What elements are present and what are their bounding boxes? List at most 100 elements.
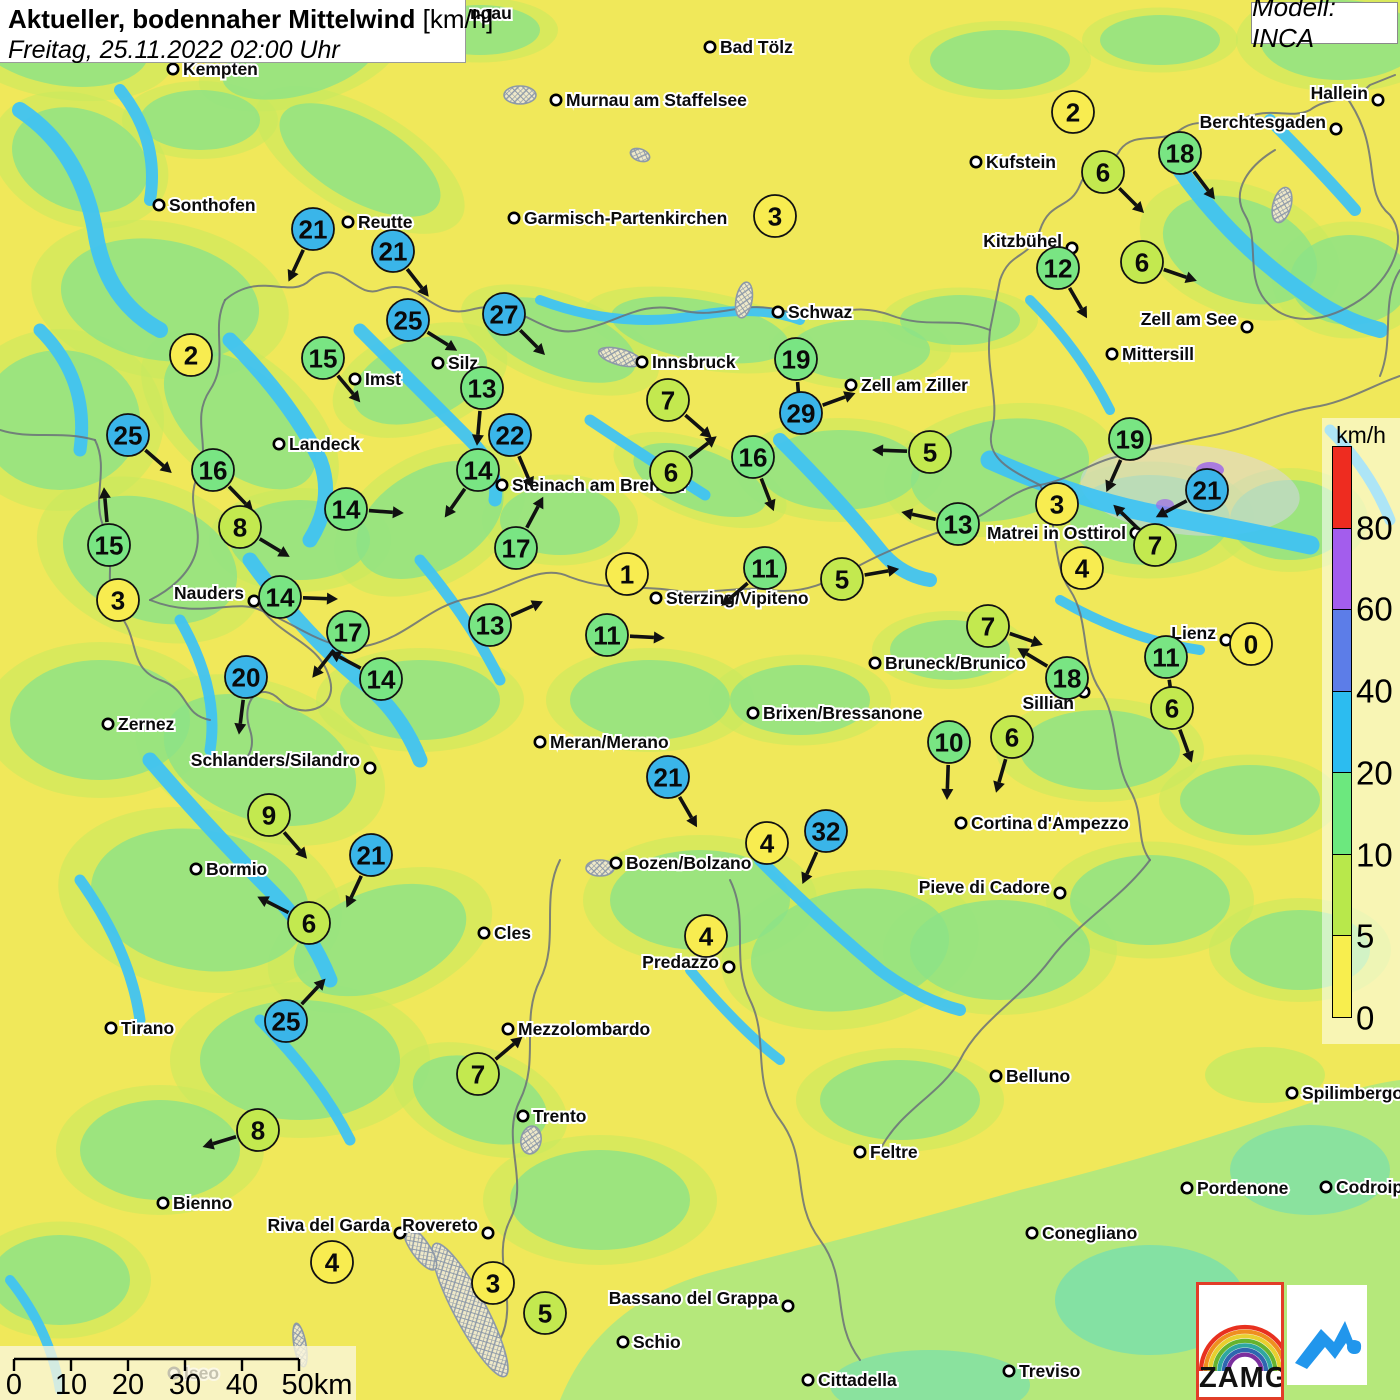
wind-arrow-head (1113, 504, 1126, 517)
city-dot (853, 1145, 867, 1159)
wind-speed-value: 5 (835, 564, 849, 594)
legend-tick-label: 60 (1356, 590, 1393, 628)
wind-speed-value: 6 (1096, 157, 1110, 187)
city-marker: Lienz (1169, 621, 1233, 647)
wind-direction-arrow (945, 764, 950, 790)
wind-arrow-head (345, 895, 357, 908)
wind-speed-value: 7 (661, 385, 675, 415)
wind-arrow-head (326, 592, 338, 605)
city-marker: Meran/Merano (533, 730, 671, 754)
wind-arrow-head (159, 461, 172, 474)
wind-speed-value: 27 (490, 299, 519, 329)
city-marker: Zell am See (1139, 307, 1254, 334)
city-marker: Bormio (189, 857, 269, 881)
city-dot (844, 378, 858, 392)
wind-speed-circle (106, 413, 150, 457)
city-marker: Treviso (1002, 1359, 1082, 1383)
wind-speed-circle (386, 298, 430, 342)
city-dot (1002, 1364, 1016, 1378)
wind-speed-circle (258, 575, 302, 619)
wind-speed-circle (1158, 131, 1202, 175)
legend-segment (1333, 854, 1351, 937)
wind-arrow-head (202, 1138, 215, 1150)
legend-segment (1333, 936, 1351, 1018)
wind-speed-circle (646, 378, 690, 422)
wind-direction-arrow (227, 485, 247, 506)
wind-station: 20 (224, 655, 268, 735)
wind-station: 4 (684, 914, 728, 958)
wind-speed-circle (1051, 90, 1095, 134)
wind-direction-arrow (338, 655, 362, 670)
city-dot (801, 1373, 815, 1387)
wind-speed-value: 25 (272, 1006, 301, 1036)
wind-direction-arrow (302, 596, 328, 601)
wind-station: 9 (247, 793, 308, 859)
wind-direction-arrow (258, 537, 282, 553)
wind-direction-arrow (517, 455, 531, 479)
city-label: Schlanders/Silandro (191, 750, 360, 770)
wind-speed-value: 20 (232, 662, 261, 692)
city-dot (989, 1069, 1003, 1083)
wind-direction-arrow (677, 796, 694, 819)
city-marker: Spilimbergo (1285, 1081, 1400, 1105)
wind-direction-arrow (728, 581, 749, 601)
wind-speed-value: 13 (476, 610, 505, 640)
wind-station: 6 (1081, 150, 1145, 214)
wind-arrow-head (704, 436, 717, 448)
wind-station: 22 (488, 413, 534, 489)
wind-speed-circle (1120, 240, 1164, 284)
wind-station: 5 (523, 1291, 567, 1335)
wind-station: 4 (745, 821, 789, 865)
city-marker: Bruneck/Brunico (868, 651, 1028, 675)
wind-arrow-head (1076, 305, 1087, 319)
wind-direction-arrow (144, 448, 165, 468)
wind-speed-circle (820, 557, 864, 601)
wind-speed-value: 19 (1116, 424, 1145, 454)
wind-arrow-head (887, 564, 900, 577)
wind-speed-circle (927, 720, 971, 764)
legend-tick-label: 40 (1356, 672, 1393, 710)
wind-speed-circle (1108, 417, 1152, 461)
city-dot (156, 1196, 170, 1210)
wind-speed-value: 25 (394, 305, 423, 335)
wind-direction-arrow (1178, 728, 1190, 753)
city-dot (1025, 1226, 1039, 1240)
wind-arrow-head (1131, 200, 1145, 214)
wind-arrow-head (313, 978, 326, 991)
wind-speed-circle (301, 336, 345, 380)
city-dot (1371, 93, 1385, 107)
wind-direction-arrow (212, 1135, 237, 1146)
wind-arrow-head (1155, 506, 1169, 518)
wind-station: 21 (345, 833, 393, 908)
scale-tick-label: 20 (112, 1369, 144, 1400)
model-name-box: Modell: INCA (1251, 0, 1398, 53)
city-marker: Cittadella (801, 1368, 899, 1392)
wind-direction-arrow (300, 985, 320, 1006)
city-label: Bormio (206, 859, 267, 879)
wind-station: 2 (169, 333, 213, 377)
city-label: Lienz (1171, 623, 1216, 643)
city-dot (703, 40, 717, 54)
wind-speed-circle (1036, 246, 1080, 290)
wind-direction-arrow (291, 249, 305, 273)
wind-speed-value: 9 (262, 800, 276, 830)
city-dot (1180, 1181, 1194, 1195)
wind-station: 18 (1017, 648, 1089, 700)
wind-speed-value: 13 (468, 373, 497, 403)
city-marker: Schio (616, 1330, 683, 1354)
city-marker: Zernez (101, 712, 177, 736)
partial-city-label: ngau (470, 3, 512, 23)
city-dot (348, 372, 362, 386)
city-dot (101, 717, 115, 731)
wind-speed-circle (191, 448, 235, 492)
wind-station: 7 (1113, 504, 1177, 567)
city-dot (969, 155, 983, 169)
wind-speed-circle (371, 229, 415, 273)
wind-speed-circle (310, 1240, 354, 1284)
wind-speed-circle (936, 502, 980, 546)
wind-direction-arrow (688, 441, 710, 460)
wind-station: 21 (646, 755, 697, 828)
city-dot (609, 856, 623, 870)
